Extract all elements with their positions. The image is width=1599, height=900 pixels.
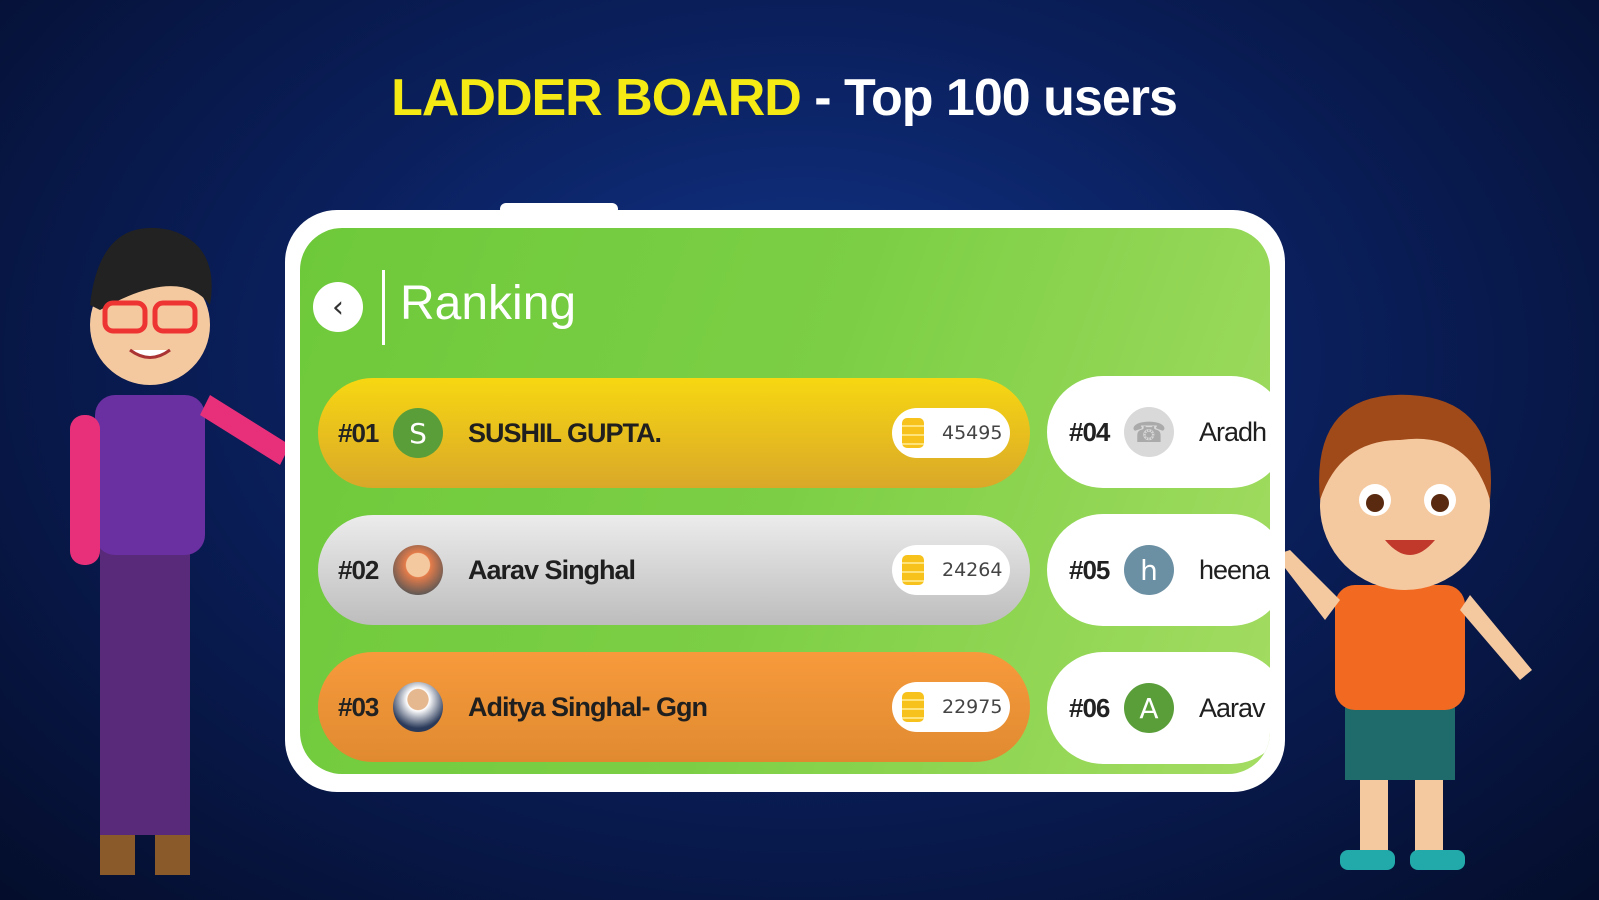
avatar: A: [1124, 683, 1174, 733]
points-badge: 45495: [892, 408, 1010, 458]
rank-row-2[interactable]: #02 Aarav Singhal 24264: [318, 515, 1030, 625]
coin-icon: [902, 692, 924, 722]
avatar: S: [393, 408, 443, 458]
rank-row-4[interactable]: #04 ☎ Aradh: [1047, 376, 1270, 488]
coin-icon: [902, 555, 924, 585]
avatar: [393, 545, 443, 595]
boy-illustration: [1275, 394, 1532, 870]
avatar: h: [1124, 545, 1174, 595]
ranking-screen: ‹ Ranking #01 S SUSHIL GUPTA. 45495 #02 …: [300, 228, 1270, 774]
points-badge: 22975: [892, 682, 1010, 732]
rank-row-3[interactable]: #03 Aditya Singhal- Ggn 22975: [318, 652, 1030, 762]
banner-title: LADDER BOARD - Top 100 users: [391, 69, 1178, 127]
default-user-icon: ☎: [1124, 407, 1174, 457]
rank-row-5[interactable]: #05 h heena: [1047, 514, 1270, 626]
points-badge: 24264: [892, 545, 1010, 595]
avatar: [393, 682, 443, 732]
screen-title: Ranking: [400, 277, 577, 330]
rank-row-6[interactable]: #06 A Aarav: [1047, 652, 1270, 764]
rank-row-1[interactable]: #01 S SUSHIL GUPTA. 45495: [318, 378, 1030, 488]
teacher-illustration: [70, 227, 290, 875]
header-divider: [382, 270, 385, 345]
chevron-left-icon[interactable]: ‹: [313, 282, 363, 332]
coin-icon: [902, 418, 924, 448]
